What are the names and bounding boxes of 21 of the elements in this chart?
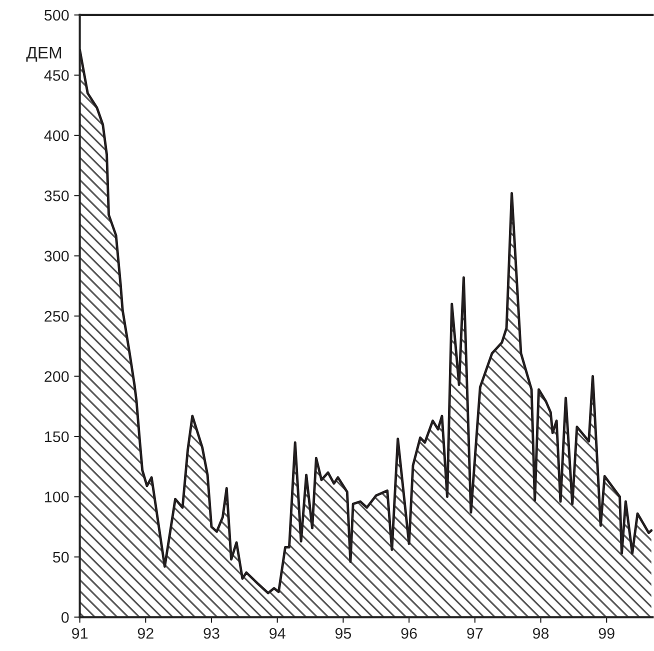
y-tick-label: 150 bbox=[45, 431, 69, 442]
y-tick-label: 0 bbox=[61, 612, 69, 623]
y-tick-label: 450 bbox=[44, 70, 69, 81]
x-tick-label: 92 bbox=[138, 628, 154, 639]
y-tick-label: 200 bbox=[44, 371, 69, 382]
x-tick-label: 93 bbox=[204, 628, 220, 639]
y-tick-label: 500 bbox=[44, 10, 69, 21]
x-tick-label: 97 bbox=[467, 628, 483, 639]
x-tick-label: 99 bbox=[598, 628, 614, 639]
x-tick-label: 98 bbox=[532, 628, 549, 639]
x-tick-label: 91 bbox=[72, 628, 88, 639]
x-tick-label: 96 bbox=[401, 628, 417, 639]
y-tick-label: 300 bbox=[44, 250, 69, 262]
y-axis-title: ДЕМ bbox=[26, 46, 62, 62]
y-tick-label: 400 bbox=[44, 130, 69, 142]
x-tick-label: 94 bbox=[270, 628, 286, 639]
y-tick-label: 50 bbox=[52, 552, 69, 563]
x-tick-label: 95 bbox=[335, 628, 352, 639]
y-tick-label: 100 bbox=[45, 492, 69, 502]
y-tick-label: 250 bbox=[44, 310, 69, 322]
y-tick-label: 350 bbox=[44, 190, 69, 202]
